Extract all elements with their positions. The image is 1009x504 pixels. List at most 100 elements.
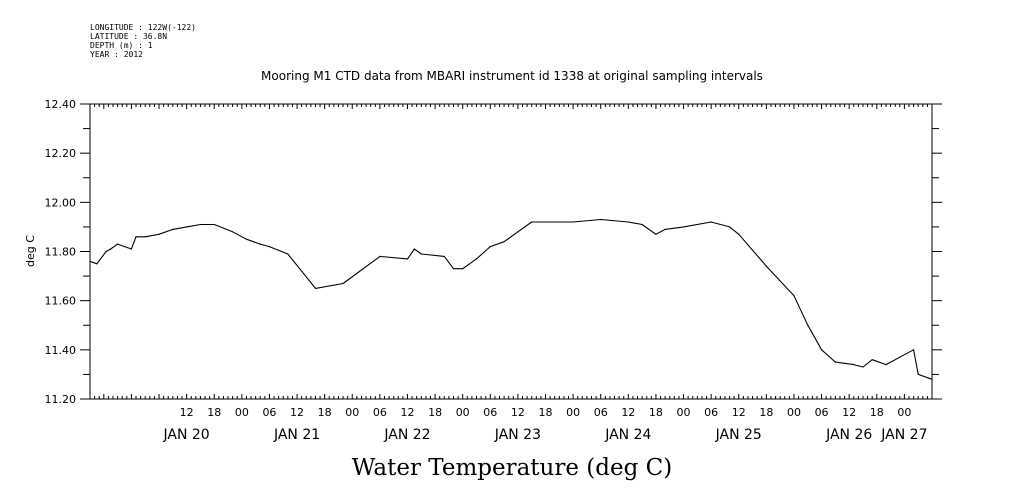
y-tick-label: 12.00 [45,196,77,209]
x-day-label: JAN 20 [163,427,210,443]
data-point [452,268,455,270]
x-day-label: JAN 24 [604,427,651,443]
data-point [245,238,248,240]
y-tick-label: 11.20 [45,393,77,406]
data-point [531,221,533,223]
series-line [89,218,933,380]
data-point [544,221,547,223]
data-point [489,245,491,248]
data-point [379,255,381,258]
data-point [765,265,767,267]
data-point [600,218,602,221]
y-tick-label: 12.40 [45,98,77,111]
y-axis-label: deg C [24,235,37,267]
y-tick-label: 11.40 [45,344,77,357]
data-point [834,361,836,363]
longitude-label: LONGITUDE : 122W(-122) [90,23,196,32]
data-point [287,253,289,255]
data-point [199,223,202,226]
data-point [259,243,261,245]
data-point [655,233,657,235]
data-point [301,270,303,272]
data-point [885,363,887,366]
data-point [664,228,666,230]
x-hour-tick-label: 18 [207,406,221,419]
data-point [406,258,409,260]
data-point [738,233,740,235]
x-hour-tick-label: 12 [180,406,194,419]
data-point [627,221,629,223]
data-point [641,223,643,226]
depth-label: DEPTH (m) : 1 [90,41,153,50]
data-point [172,228,174,230]
data-point [462,268,464,270]
data-point [871,359,873,361]
x-day-label: JAN 26 [825,427,872,443]
x-hour-tick-label: 12 [290,406,304,419]
x-day-label: JAN 23 [494,427,541,443]
x-hour-tick-label: 00 [787,406,801,419]
plot-frame [89,103,933,400]
x-hour-tick-label: 00 [897,406,911,419]
x-hour-tick-label: 12 [732,406,746,419]
data-point [158,233,160,235]
x-day-label: JAN 21 [273,427,320,443]
data-point [342,282,344,285]
data-point [443,255,445,258]
data-point [572,221,574,223]
x-hour-tick-label: 12 [400,406,414,419]
data-point [517,231,519,233]
x-hour-tick-label: 06 [373,406,387,419]
year-label: YEAR : 2012 [90,50,143,59]
x-hour-tick-label: 06 [594,406,608,419]
data-point [853,363,855,366]
data-point [117,243,119,245]
data-point [728,226,731,228]
x-hour-tick-label: 12 [511,406,525,419]
data-point [144,236,146,238]
data-point [503,241,505,243]
x-hour-tick-label: 06 [704,406,718,419]
x-hour-tick-label: 18 [870,406,884,419]
data-point [807,324,809,326]
series-layer [89,218,933,380]
data-point [314,287,317,289]
x-hour-tick-label: 18 [428,406,442,419]
data-point [105,250,107,253]
x-hour-tick-label: 18 [318,406,332,419]
x-hour-tick-label: 00 [345,406,359,419]
x-hour-tick-label: 18 [649,406,663,419]
data-point [186,226,188,228]
x-hour-tick-label: 00 [677,406,691,419]
data-point [899,356,901,358]
data-point [862,366,864,368]
data-point [110,248,112,250]
data-point [710,221,712,223]
x-hour-tick-label: 06 [815,406,829,419]
x-hour-tick-label: 00 [456,406,470,419]
data-point [96,263,98,265]
data-point [917,373,919,376]
x-hour-tick-label: 12 [842,406,856,419]
data-point [475,258,478,260]
data-point [820,349,823,351]
latitude-label: LATITUDE : 36.8N [90,32,167,41]
x-hour-tick-label: 12 [621,406,635,419]
data-point [931,378,933,380]
x-day-label: JAN 22 [383,427,430,443]
data-point [213,223,215,226]
x-hour-tick-label: 06 [483,406,497,419]
data-point [135,236,137,238]
data-point [413,248,415,250]
x-hour-tick-label: 00 [566,406,580,419]
chart-title: Mooring M1 CTD data from MBARI instrumen… [261,69,763,83]
x-hour-tick-label: 18 [539,406,553,419]
y-tick-label: 12.20 [45,147,77,160]
x-hour-tick-label: 06 [262,406,276,419]
y-tick-label: 11.80 [45,246,77,259]
x-day-label: JAN 27 [880,427,927,443]
data-point [420,253,422,255]
x-day-label: JAN 25 [715,427,762,443]
x-hour-tick-label: 18 [759,406,773,419]
